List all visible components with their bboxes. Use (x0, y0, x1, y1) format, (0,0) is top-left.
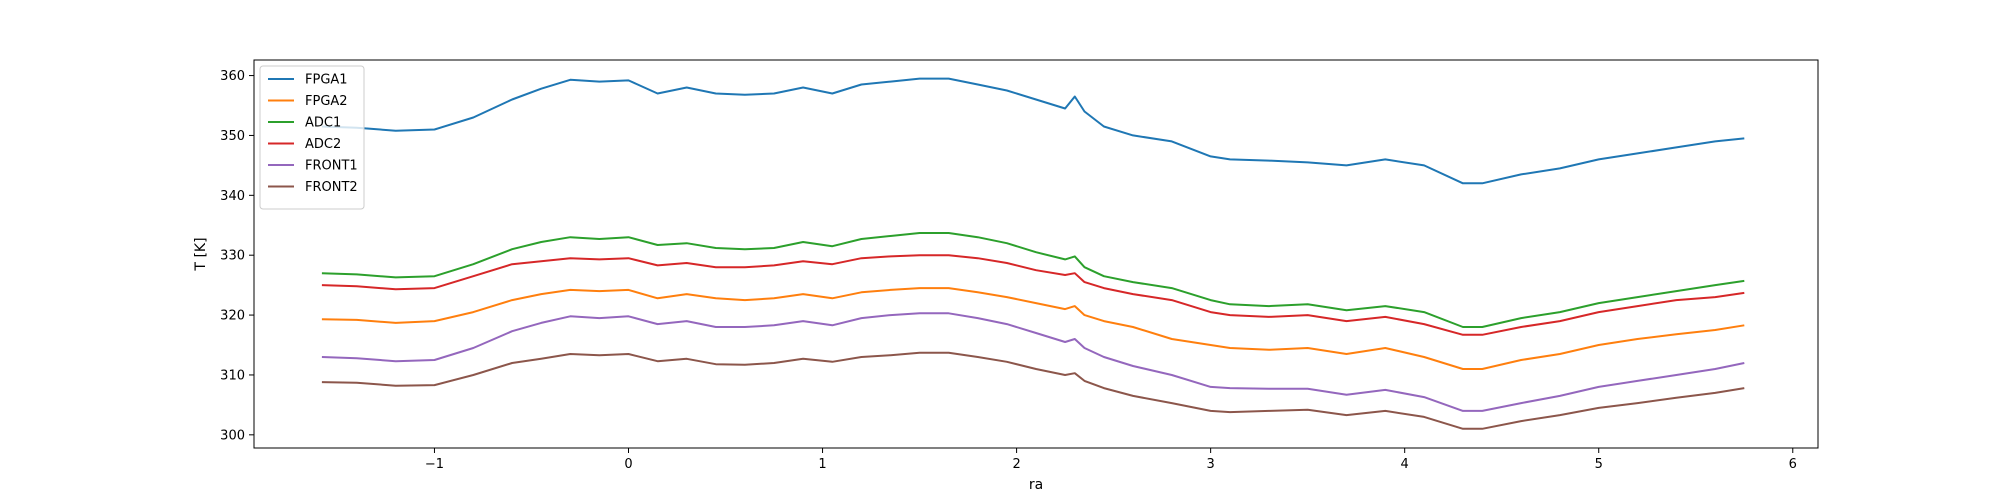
x-tick-label: 5 (1595, 457, 1603, 472)
x-tick-label: 4 (1401, 457, 1409, 472)
series-line-adc2 (321, 254, 1745, 336)
x-tick-label: 2 (1012, 457, 1020, 472)
x-tick-label: 1 (818, 457, 826, 472)
y-tick-label: 300 (220, 428, 245, 443)
series-layer (321, 77, 1745, 430)
series-line-front1 (321, 312, 1745, 412)
x-tick-label: 6 (1789, 457, 1797, 472)
x-axis-label: ra (1029, 477, 1043, 493)
legend-label-fpga2: FPGA2 (305, 94, 348, 109)
legend-label-adc1: ADC1 (305, 116, 341, 131)
x-tick-label: −1 (425, 457, 444, 472)
series-line-adc1 (321, 232, 1745, 328)
y-tick-label: 350 (220, 129, 245, 144)
y-tick-label: 360 (220, 69, 245, 84)
legend-label-fpga1: FPGA1 (305, 73, 348, 88)
legend-label-front1: FRONT1 (305, 159, 358, 174)
y-tick-label: 320 (220, 309, 245, 324)
series-line-front2 (321, 351, 1745, 430)
y-tick-label: 330 (220, 249, 245, 264)
y-tick-label: 310 (220, 368, 245, 383)
x-axis-ticks: −1 0 1 2 3 4 5 6 (425, 448, 1797, 472)
legend-label-adc2: ADC2 (305, 137, 341, 152)
y-axis-label: T [K] (193, 237, 209, 271)
plot-frame (253, 59, 1819, 449)
y-axis-ticks: 300 310 320 330 340 350 360 (220, 69, 254, 443)
y-tick-label: 340 (220, 189, 245, 204)
series-line-fpga1 (321, 77, 1745, 185)
legend-box (259, 65, 365, 210)
legend-label-front2: FRONT2 (305, 180, 358, 195)
x-tick-label: 3 (1206, 457, 1214, 472)
legend: FPGA1 FPGA2 ADC1 ADC2 FRONT1 FRONT2 (259, 65, 365, 210)
series-line-fpga2 (321, 287, 1745, 370)
x-tick-label: 0 (624, 457, 632, 472)
